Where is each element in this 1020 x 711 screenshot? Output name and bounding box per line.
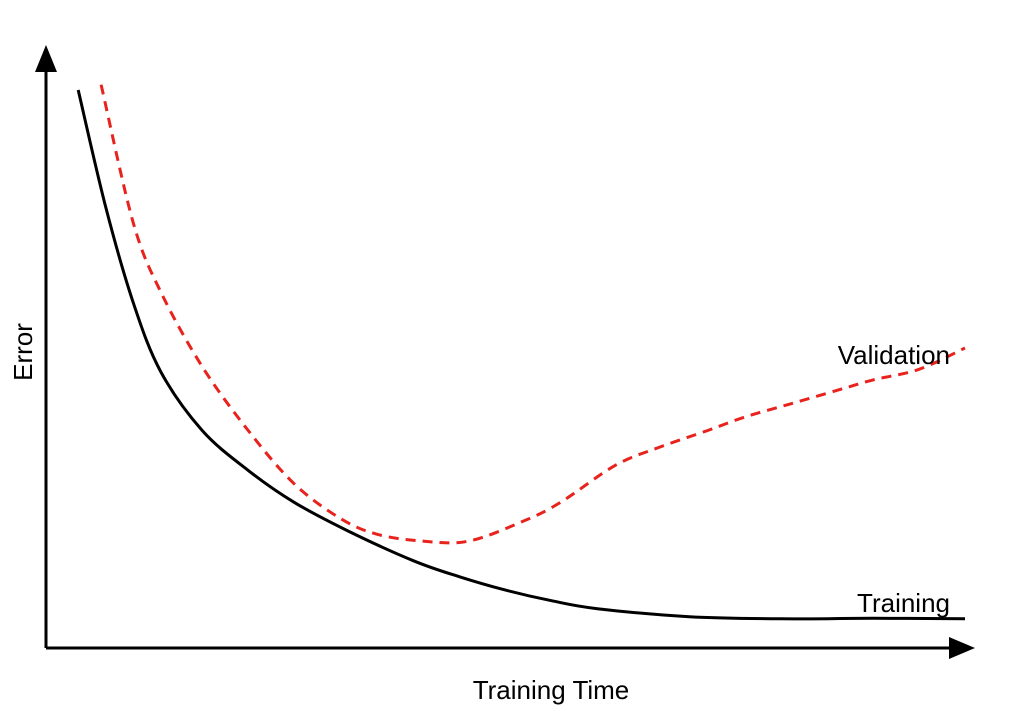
- training-series-label: Training: [857, 588, 950, 618]
- validation-line: [99, 84, 966, 545]
- training-line: [76, 89, 966, 621]
- validation-series-label: Validation: [838, 340, 950, 370]
- x-axis-label: Training Time: [473, 675, 630, 705]
- series-layer: [76, 84, 966, 621]
- x-axis-arrow-icon: [949, 637, 975, 659]
- y-axis-arrow-icon: [35, 45, 57, 72]
- y-axis-label: Error: [8, 323, 38, 381]
- x-axis: [46, 637, 975, 659]
- series-labels: Training Validation: [838, 340, 950, 618]
- y-axis: [35, 45, 57, 648]
